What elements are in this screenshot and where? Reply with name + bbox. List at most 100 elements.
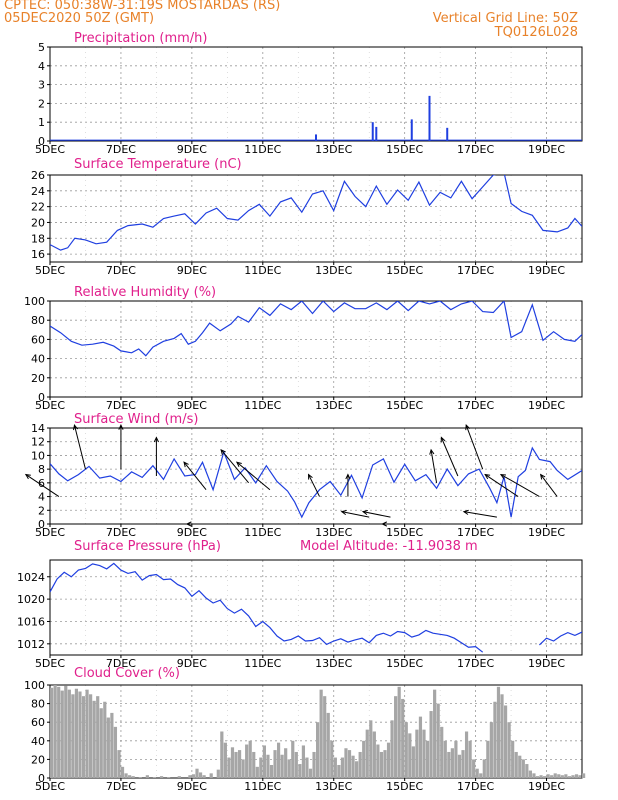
cloud-bar xyxy=(92,700,96,778)
wind-vector xyxy=(220,449,249,484)
x-tick-label: 5DEC xyxy=(35,264,65,277)
cloud-bar xyxy=(308,768,313,778)
cloud-bar xyxy=(521,759,525,778)
cloud-bar xyxy=(262,745,266,778)
x-tick-label: 9DEC xyxy=(177,780,207,793)
y-tick-label: 1016 xyxy=(17,615,45,628)
cloud-bar xyxy=(131,776,135,778)
cloud-bar xyxy=(316,722,320,778)
wind-vector-head xyxy=(185,521,192,527)
y-tick-label: 0 xyxy=(38,518,45,531)
series-line xyxy=(50,301,582,357)
cloud-bar xyxy=(418,716,423,778)
y-tick-label: 18 xyxy=(31,232,45,245)
cloud-bar xyxy=(408,733,412,778)
cloud-bar xyxy=(191,774,196,778)
x-tick-label: 11DEC xyxy=(244,399,281,412)
cloud-bar xyxy=(216,769,220,778)
wind-vector xyxy=(465,424,484,470)
cloud-bar xyxy=(539,775,543,778)
y-tick-label: 0 xyxy=(38,391,45,404)
x-tick-label: 5DEC xyxy=(35,526,65,539)
panel-title: Cloud Cover (%) xyxy=(74,666,180,681)
x-tick-label: 7DEC xyxy=(106,780,136,793)
cloud-bar xyxy=(159,776,164,778)
x-tick-label: 13DEC xyxy=(315,143,352,156)
y-tick-label: 60 xyxy=(31,716,45,729)
header-model-id: TQ0126L028 xyxy=(494,25,578,40)
cloud-bar xyxy=(128,775,132,778)
cloud-bar xyxy=(227,757,231,778)
cloud-bar xyxy=(571,775,575,778)
cloud-bar xyxy=(220,731,224,778)
panel-title: Surface Wind (m/s) xyxy=(74,412,198,427)
cloud-bar xyxy=(294,751,298,778)
cloud-bar xyxy=(120,766,125,778)
cloud-bar xyxy=(241,759,245,778)
cloud-bar xyxy=(450,748,454,778)
cloud-bar xyxy=(386,742,391,778)
wind-vector-head xyxy=(72,424,79,431)
x-tick-label: 17DEC xyxy=(457,399,494,412)
cloud-bar xyxy=(237,750,242,778)
cloud-bar xyxy=(323,696,327,778)
x-tick-label: 9DEC xyxy=(177,526,207,539)
cloud-bar xyxy=(567,776,572,778)
wind-vector-head xyxy=(429,448,435,455)
y-tick-label: 6 xyxy=(38,477,45,490)
cloud-bar xyxy=(411,746,415,778)
cloud-bar xyxy=(124,773,128,778)
x-tick-label: 13DEC xyxy=(315,264,352,277)
cloud-bar xyxy=(326,712,330,778)
wind-vector-head xyxy=(308,473,313,480)
cloud-bar xyxy=(429,711,433,778)
cloud-bar xyxy=(145,775,149,778)
cloud-bar xyxy=(557,774,561,778)
cloud-bar xyxy=(340,757,345,778)
cloud-bar xyxy=(188,775,192,778)
precip-bar xyxy=(375,126,378,141)
x-tick-label: 15DEC xyxy=(386,526,423,539)
cloud-bar xyxy=(479,773,483,778)
wind-vector-head xyxy=(118,423,124,430)
cloud-bar xyxy=(390,720,394,778)
cloud-bar xyxy=(500,694,504,778)
x-tick-label: 5DEC xyxy=(35,780,65,793)
cloud-bar xyxy=(81,696,86,778)
x-tick-label: 15DEC xyxy=(386,780,423,793)
y-tick-label: 80 xyxy=(31,314,45,327)
cloud-bar xyxy=(266,754,270,778)
cloud-bar xyxy=(422,729,426,778)
cloud-bar xyxy=(351,755,355,778)
cloud-bar xyxy=(415,729,419,778)
y-tick-label: 10 xyxy=(31,449,45,462)
cloud-bar xyxy=(103,701,107,778)
y-tick-label: 40 xyxy=(31,735,45,748)
wind-vector xyxy=(362,511,391,518)
cloud-bar xyxy=(106,717,110,778)
x-tick-label: 11DEC xyxy=(244,526,281,539)
y-tick-label: 100 xyxy=(24,679,45,692)
cloud-bar xyxy=(152,777,157,778)
cloud-bar xyxy=(369,720,373,778)
cloud-bar xyxy=(472,759,476,778)
cloud-bar xyxy=(436,703,440,778)
cloud-bar xyxy=(269,764,274,778)
cloud-bar xyxy=(198,772,203,778)
cloud-bar xyxy=(202,775,206,778)
cloud-bar xyxy=(71,694,75,778)
wind-vector xyxy=(484,474,519,497)
cloud-bar xyxy=(461,750,465,778)
cloud-bar xyxy=(525,764,529,778)
x-tick-label: 5DEC xyxy=(35,399,65,412)
cloud-bar xyxy=(245,744,249,778)
series-line xyxy=(50,175,582,251)
cloud-bar xyxy=(433,689,437,778)
precip-bar xyxy=(410,119,413,141)
cloud-bar xyxy=(276,742,281,778)
wind-vector-head xyxy=(153,436,159,443)
y-tick-label: 60 xyxy=(31,333,45,346)
cloud-bar xyxy=(464,731,469,778)
wind-vector-head xyxy=(345,473,351,480)
